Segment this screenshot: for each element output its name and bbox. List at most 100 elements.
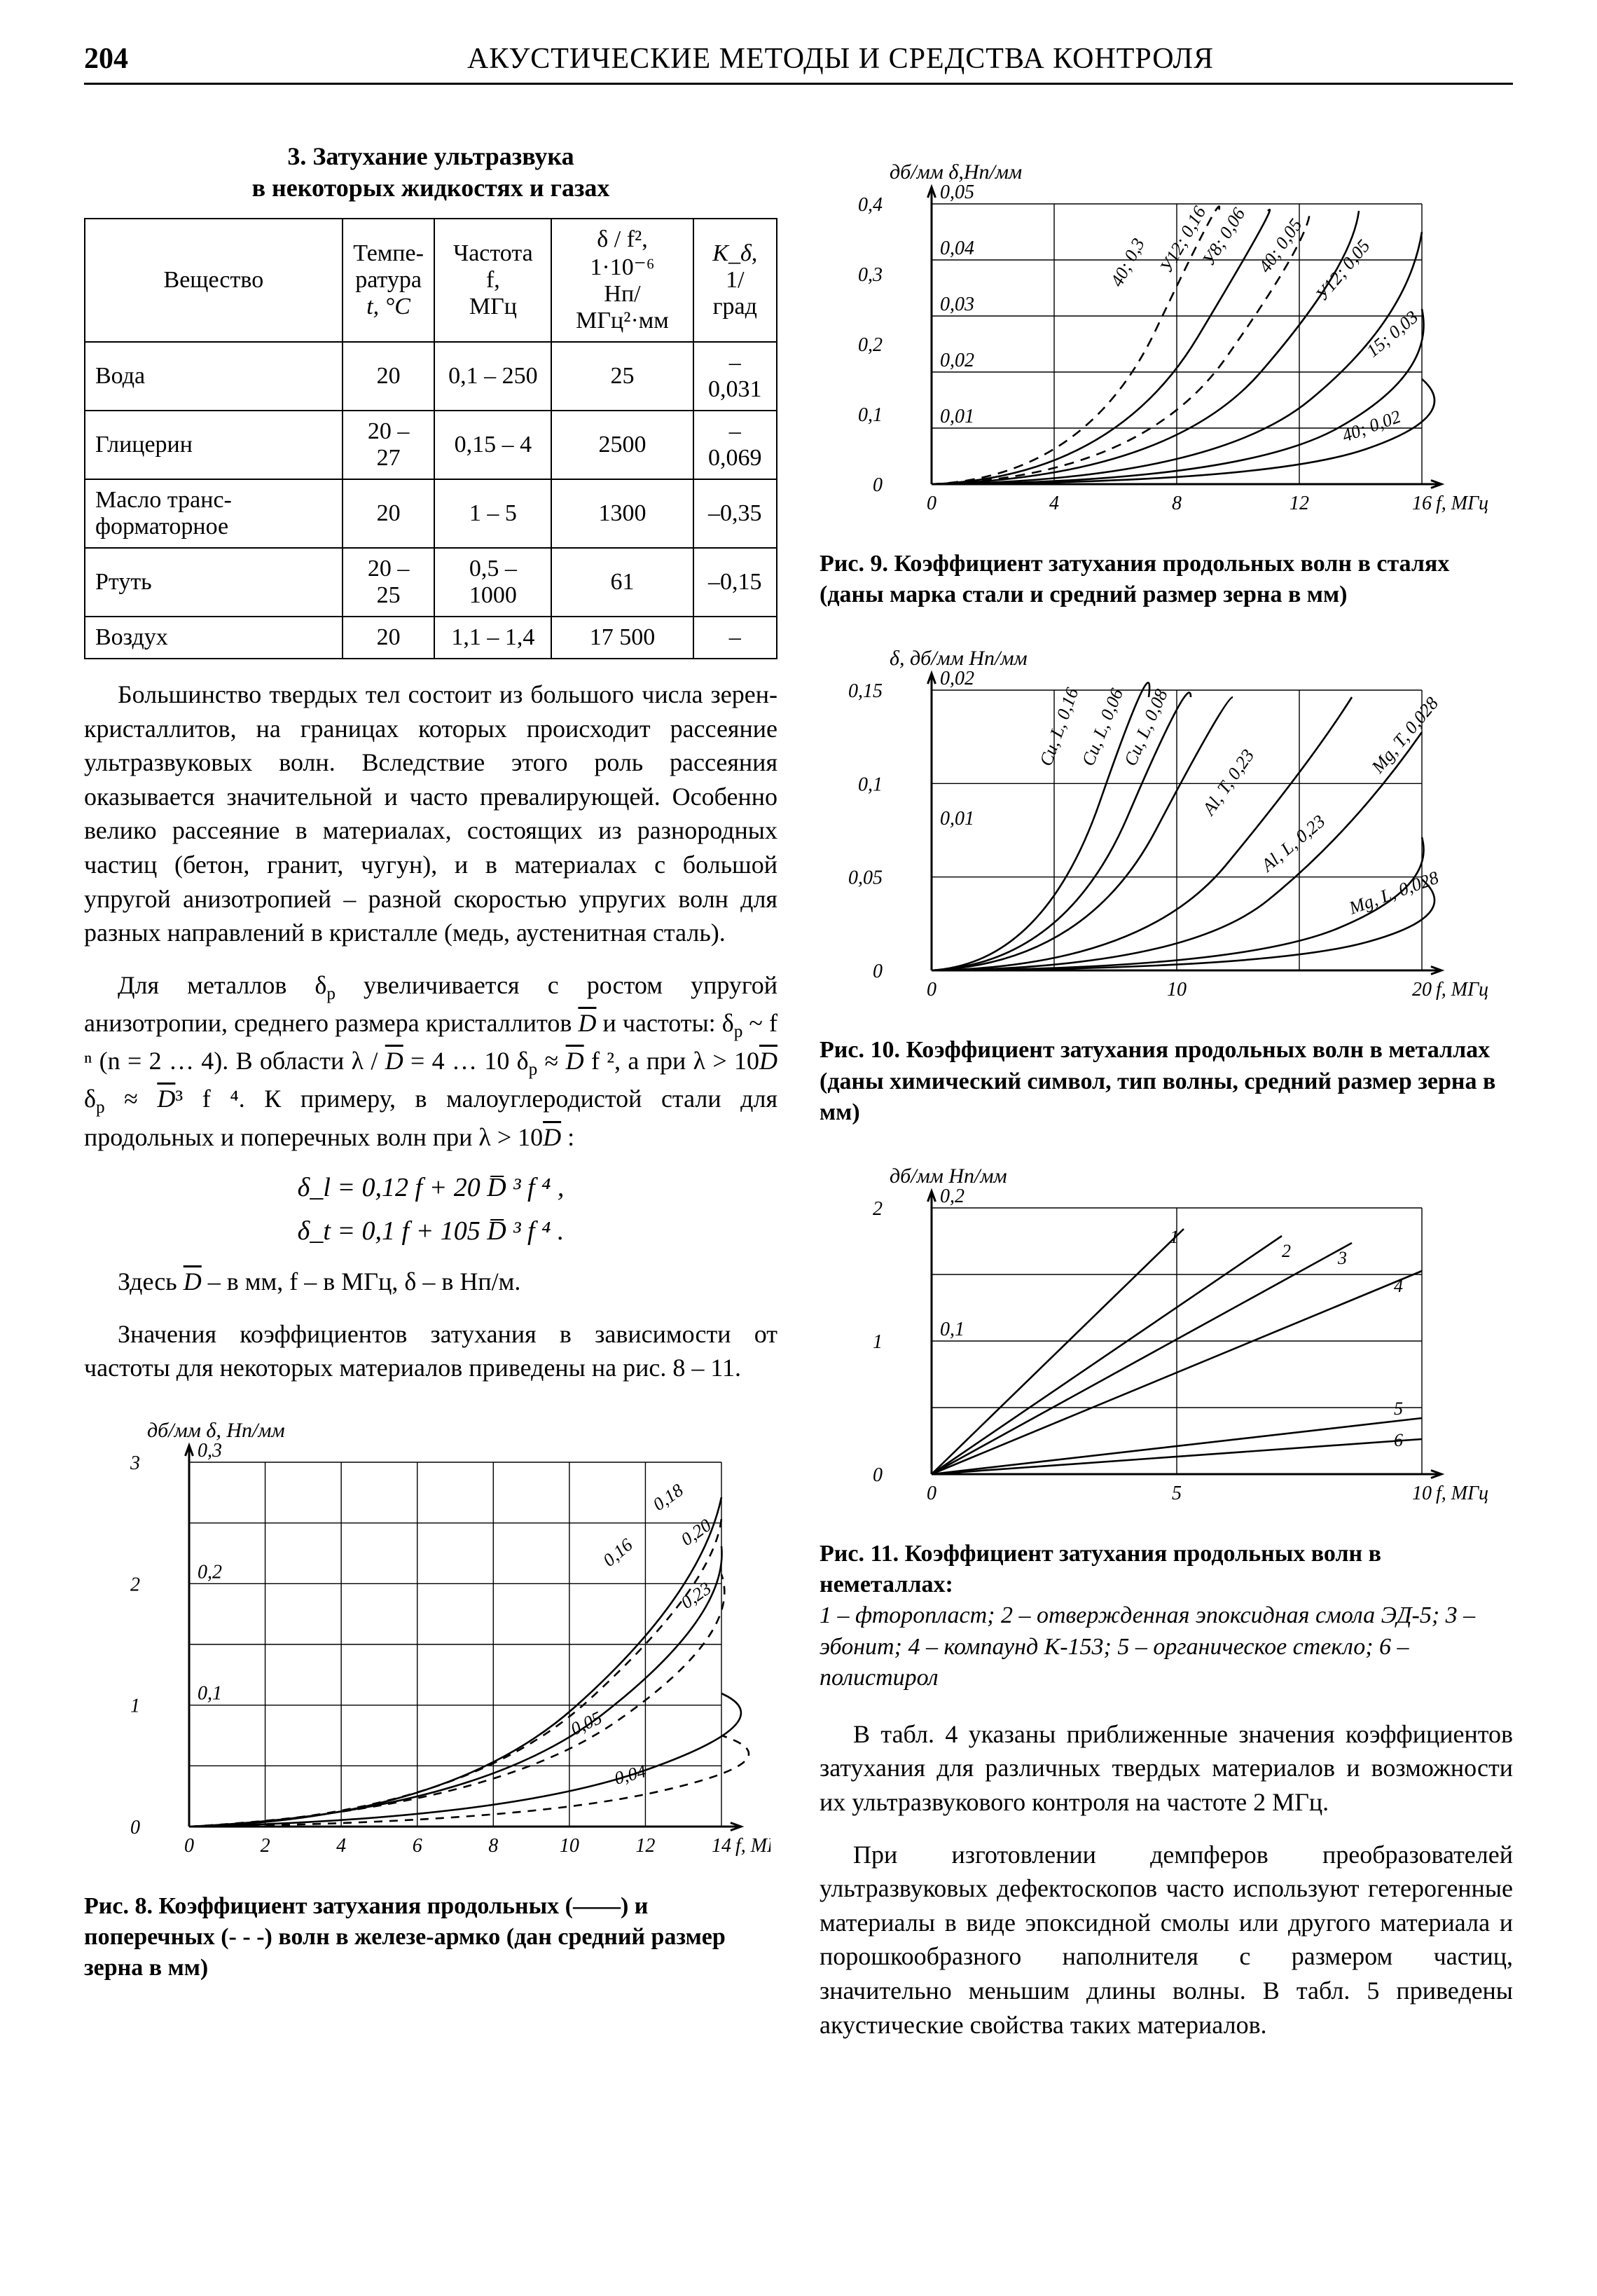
svg-text:0,15: 0,15: [848, 680, 883, 702]
svg-text:2: 2: [873, 1198, 883, 1220]
th-substance: Вещество: [85, 219, 343, 342]
svg-text:0,02: 0,02: [940, 350, 974, 371]
svg-text:дб/мм Нп/мм: дб/мм Нп/мм: [890, 1164, 1007, 1188]
para6: При изготовлении демпферов преобразовате…: [820, 1838, 1513, 2042]
svg-text:40; 0,3: 40; 0,3: [1107, 235, 1149, 290]
svg-text:0,23: 0,23: [677, 1578, 715, 1613]
th-delta: δ / f², 1·10⁻⁶ Нп/МГц²·мм: [551, 219, 693, 342]
svg-text:0,3: 0,3: [198, 1440, 222, 1462]
svg-text:0,01: 0,01: [940, 406, 974, 427]
para1: Большинство твердых тел состоит из больш…: [84, 678, 777, 950]
svg-text:0,20: 0,20: [677, 1515, 715, 1550]
th-k: K_δ, 1/град: [693, 219, 777, 342]
svg-text:Al, T, 0,23: Al, T, 0,23: [1198, 745, 1258, 820]
svg-text:0,1: 0,1: [198, 1683, 222, 1705]
eq2: δ_t = 0,1 f + 105 D̅ ³ f ⁴ .: [84, 1216, 777, 1246]
svg-text:0,2: 0,2: [198, 1561, 222, 1583]
svg-text:дб/мм δ, Нп/мм: дб/мм δ, Нп/мм: [147, 1419, 285, 1442]
para3: Здесь D – в мм, f – в МГц, δ – в Нп/м.: [84, 1265, 777, 1299]
page-number: 204: [84, 42, 168, 76]
fig11-caption: Рис. 11. Коэффициент затухания продольны…: [820, 1539, 1513, 1693]
svg-text:f, МГц: f, МГц: [1436, 979, 1488, 1001]
svg-text:0,02: 0,02: [940, 668, 974, 689]
svg-text:40; 0,02: 40; 0,02: [1339, 406, 1403, 446]
fig8-caption: Рис. 8. Коэффициент затухания продольных…: [84, 1891, 777, 1984]
svg-text:0,04: 0,04: [612, 1761, 648, 1789]
table3: Вещество Темпе- ратура t, °C Частота f, …: [84, 218, 777, 659]
svg-text:0: 0: [927, 493, 936, 514]
svg-text:Cu, L, 0,06: Cu, L, 0,06: [1078, 686, 1127, 769]
svg-text:Cu, L, 0,08: Cu, L, 0,08: [1120, 687, 1172, 769]
svg-text:Al, L, 0,23: Al, L, 0,23: [1257, 811, 1329, 877]
para2: Для металлов δр увеличивается с ростом у…: [84, 968, 777, 1154]
svg-text:0,4: 0,4: [858, 194, 883, 216]
svg-text:0: 0: [184, 1835, 194, 1857]
svg-text:дб/мм δ,Нп/мм: дб/мм δ,Нп/мм: [890, 160, 1022, 184]
svg-text:0,05: 0,05: [848, 867, 883, 889]
svg-text:4: 4: [1394, 1276, 1403, 1296]
svg-text:0,2: 0,2: [858, 334, 883, 356]
svg-text:14: 14: [712, 1835, 731, 1857]
svg-text:0,2: 0,2: [940, 1185, 965, 1207]
svg-text:4: 4: [1049, 493, 1059, 514]
svg-text:f, МГц: f, МГц: [735, 1835, 770, 1857]
svg-text:У12; 0,05: У12; 0,05: [1311, 235, 1374, 304]
para4: Значения коэффициентов затухания в завис…: [84, 1317, 777, 1385]
svg-text:2: 2: [130, 1574, 140, 1595]
svg-text:0,18: 0,18: [649, 1480, 687, 1515]
svg-text:0: 0: [873, 1464, 883, 1486]
running-title: АКУСТИЧЕСКИЕ МЕТОДЫ И СРЕДСТВА КОНТРОЛЯ: [168, 42, 1513, 76]
svg-text:5: 5: [1394, 1398, 1403, 1419]
svg-text:8: 8: [488, 1835, 498, 1857]
svg-text:3: 3: [130, 1452, 140, 1474]
svg-text:f, МГц: f, МГц: [1436, 1483, 1488, 1504]
th-freq: Частота f, МГц: [434, 219, 551, 342]
svg-text:f, МГц: f, МГц: [1436, 493, 1488, 514]
para5: В табл. 4 указаны приближенные значения …: [820, 1717, 1513, 1820]
svg-text:0,05: 0,05: [567, 1707, 604, 1740]
fig9-caption: Рис. 9. Коэффициент затухания продольных…: [820, 549, 1513, 610]
fig9-chart: 0,10,20,30,40,010,020,030,040,0500481216…: [820, 148, 1513, 540]
svg-text:1: 1: [873, 1331, 883, 1353]
svg-text:У12; 0,16: У12; 0,16: [1156, 202, 1210, 276]
svg-text:0,3: 0,3: [858, 264, 883, 286]
svg-text:0: 0: [130, 1817, 140, 1838]
svg-text:Mg, T, 0,028: Mg, T, 0,028: [1367, 694, 1443, 778]
svg-text:0,16: 0,16: [599, 1534, 636, 1570]
svg-text:0,05: 0,05: [940, 181, 974, 203]
svg-text:Mg, L, 0,028: Mg, L, 0,028: [1346, 867, 1441, 919]
svg-text:40; 0,05: 40; 0,05: [1254, 215, 1306, 277]
svg-text:16: 16: [1412, 493, 1432, 514]
fig11-chart: 1 2 0,1 0,2 0 0 5 10f, МГц дб/мм Нп/мм 1 2 3 4 5 6: [820, 1152, 1513, 1530]
svg-text:12: 12: [1290, 493, 1309, 514]
svg-text:0,1: 0,1: [858, 774, 883, 796]
svg-text:0,04: 0,04: [940, 238, 974, 259]
svg-text:20: 20: [1412, 979, 1432, 1001]
svg-text:10: 10: [1412, 1483, 1432, 1504]
svg-text:0,01: 0,01: [940, 808, 974, 830]
svg-text:6: 6: [413, 1835, 422, 1857]
eq1: δ_l = 0,12 f + 20 D̅ ³ f ⁴ ,: [84, 1172, 777, 1203]
table3-title: 3. Затухание ультразвука в некоторых жид…: [84, 141, 777, 204]
fig10-caption: Рис. 10. Коэффициент затухания продольны…: [820, 1035, 1513, 1128]
svg-text:6: 6: [1394, 1430, 1403, 1450]
svg-text:1: 1: [130, 1696, 140, 1717]
svg-text:10: 10: [1167, 979, 1187, 1001]
svg-text:8: 8: [1172, 493, 1182, 514]
svg-text:10: 10: [560, 1835, 579, 1857]
svg-text:5: 5: [1172, 1483, 1182, 1504]
svg-text:2: 2: [1282, 1241, 1291, 1261]
svg-text:4: 4: [336, 1835, 346, 1857]
fig10-chart: 0,050,10,150,010,02001020f, МГцδ, дб/мм …: [820, 634, 1513, 1026]
svg-text:0,1: 0,1: [858, 404, 883, 426]
svg-text:Cu, L, 0,16: Cu, L, 0,16: [1035, 685, 1082, 769]
svg-text:12: 12: [635, 1835, 655, 1857]
svg-text:2: 2: [261, 1835, 270, 1857]
svg-text:1: 1: [1170, 1227, 1179, 1247]
svg-text:0: 0: [927, 1483, 936, 1504]
svg-text:0,1: 0,1: [940, 1319, 965, 1340]
svg-text:3: 3: [1337, 1248, 1347, 1268]
svg-text:15; 0,03: 15; 0,03: [1362, 307, 1422, 362]
svg-text:δ, дб/мм Нп/мм: δ, дб/мм Нп/мм: [890, 647, 1028, 670]
svg-text:0: 0: [873, 961, 883, 982]
